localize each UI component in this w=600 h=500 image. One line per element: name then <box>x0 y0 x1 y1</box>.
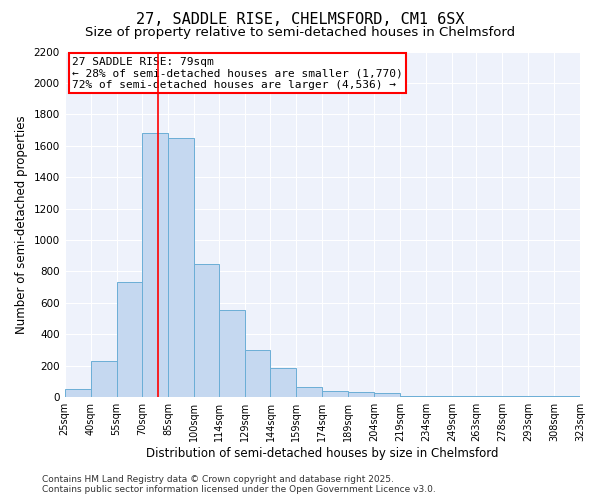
Bar <box>554 396 580 397</box>
Bar <box>194 264 218 397</box>
Bar <box>271 368 296 397</box>
Bar <box>400 396 426 397</box>
Y-axis label: Number of semi-detached properties: Number of semi-detached properties <box>15 115 28 334</box>
Bar <box>452 396 476 397</box>
Bar <box>65 390 91 397</box>
Bar <box>116 282 142 397</box>
Text: Contains HM Land Registry data © Crown copyright and database right 2025.
Contai: Contains HM Land Registry data © Crown c… <box>42 474 436 494</box>
Bar <box>142 133 169 397</box>
Text: Size of property relative to semi-detached houses in Chelmsford: Size of property relative to semi-detach… <box>85 26 515 39</box>
Bar <box>169 138 194 397</box>
Bar <box>296 387 322 397</box>
Bar <box>322 391 348 397</box>
Bar <box>476 396 502 397</box>
Bar <box>91 361 116 397</box>
Bar <box>374 394 400 397</box>
Bar <box>245 350 271 397</box>
Bar <box>218 310 245 397</box>
X-axis label: Distribution of semi-detached houses by size in Chelmsford: Distribution of semi-detached houses by … <box>146 447 499 460</box>
Bar <box>528 396 554 397</box>
Text: 27, SADDLE RISE, CHELMSFORD, CM1 6SX: 27, SADDLE RISE, CHELMSFORD, CM1 6SX <box>136 12 464 28</box>
Bar <box>502 396 528 397</box>
Bar <box>348 392 374 397</box>
Bar <box>426 396 452 397</box>
Text: 27 SADDLE RISE: 79sqm
← 28% of semi-detached houses are smaller (1,770)
72% of s: 27 SADDLE RISE: 79sqm ← 28% of semi-deta… <box>73 56 403 90</box>
